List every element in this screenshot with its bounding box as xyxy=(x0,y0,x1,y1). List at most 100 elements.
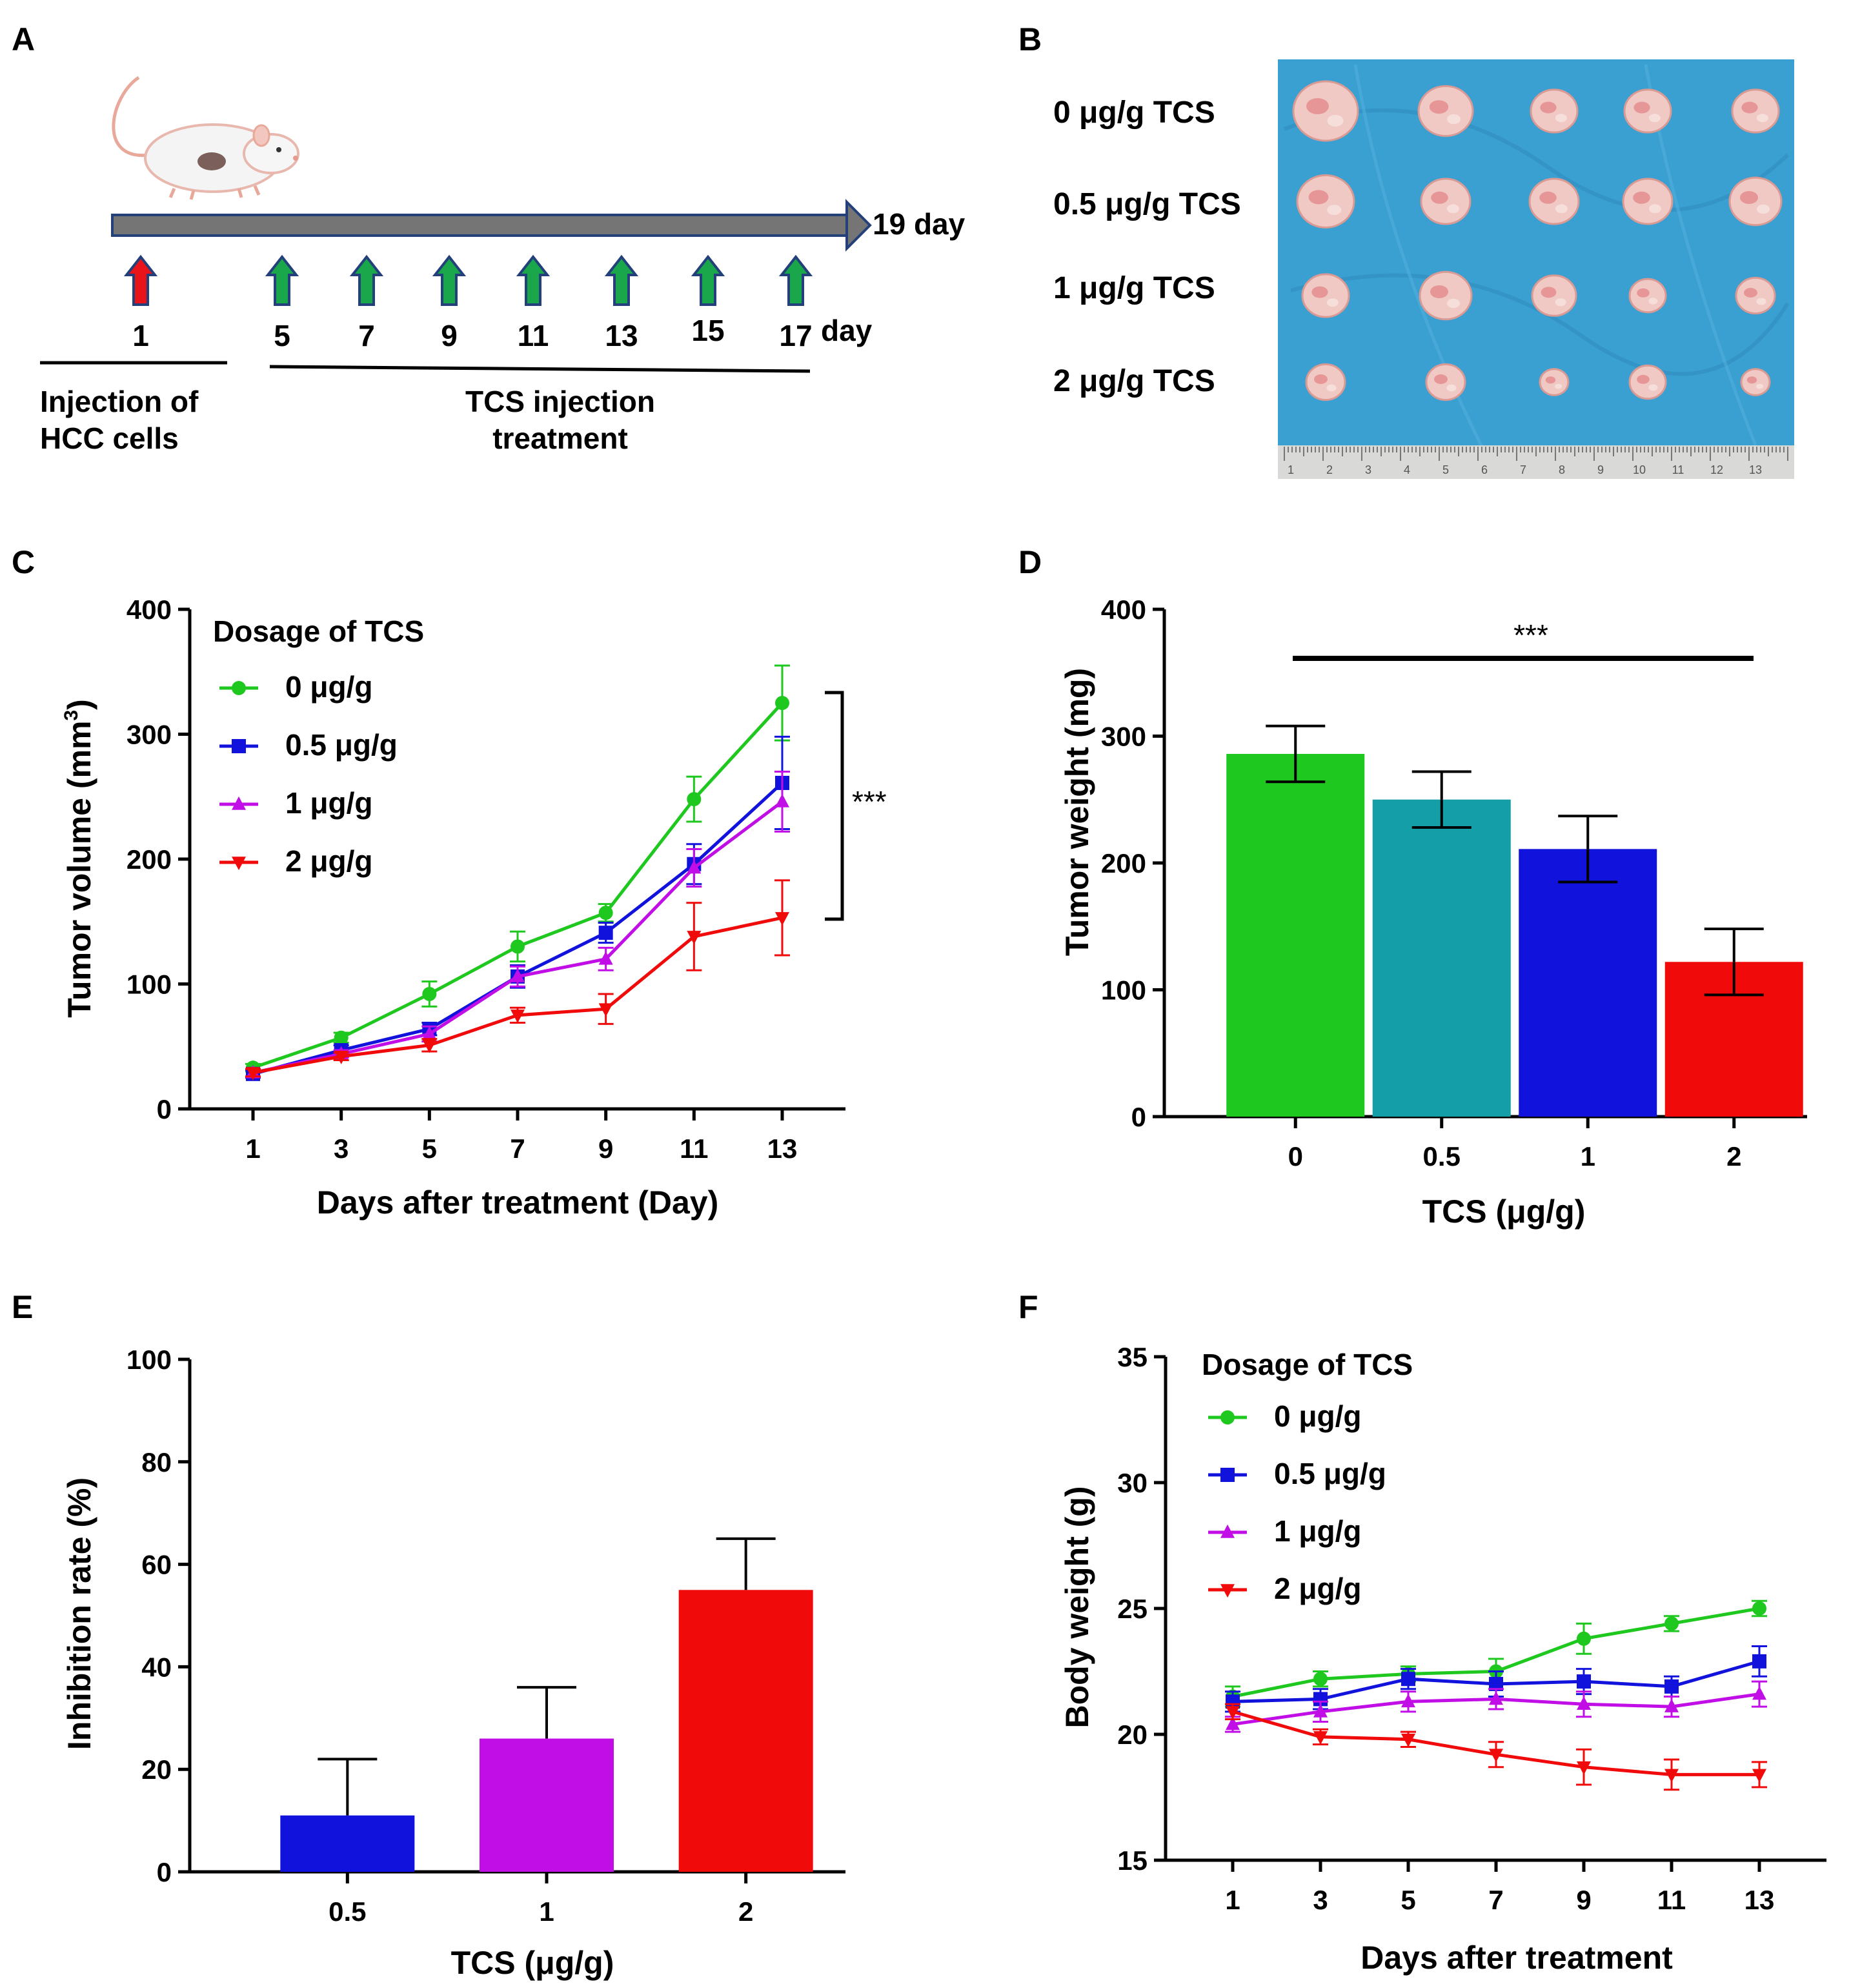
x-axis-title: Days after treatment (Day) xyxy=(317,1184,718,1221)
x-tick-label: 5 xyxy=(1401,1885,1415,1915)
day-label: 9 xyxy=(441,319,458,352)
x-tick-label: 0 xyxy=(1288,1141,1303,1172)
panel-letter-e: E xyxy=(12,1289,33,1325)
red-up-arrow-icon xyxy=(123,254,158,306)
legend-item: 2 μg/g xyxy=(219,844,372,878)
data-point xyxy=(1577,1631,1591,1646)
data-point xyxy=(687,860,702,874)
tumor-highlight xyxy=(1555,114,1567,123)
ruler-number: 4 xyxy=(1404,463,1410,476)
tumor-highlight xyxy=(1648,298,1658,305)
legend-item: 1 μg/g xyxy=(219,786,372,820)
legend-item: 1 μg/g xyxy=(1208,1514,1361,1548)
data-point xyxy=(687,792,702,807)
day-arrows: 1 5 7 9 11 13 15 17 xyxy=(123,254,813,352)
series-2 xyxy=(1225,1680,1767,1733)
y-tick-label: 0 xyxy=(157,1857,172,1887)
x-tick-label: 9 xyxy=(598,1133,613,1164)
legend-item: 0 μg/g xyxy=(219,670,372,704)
tumor-highlight xyxy=(1555,204,1568,214)
tumor-vessel xyxy=(1741,101,1758,114)
x-tick-label: 13 xyxy=(1745,1885,1775,1915)
tumor-vessel xyxy=(1539,191,1557,204)
ruler-number: 3 xyxy=(1365,463,1371,476)
tumor-vessel xyxy=(1430,285,1448,298)
data-point xyxy=(334,1050,349,1064)
ruler-number: 1 xyxy=(1288,463,1294,476)
legend-title: Dosage of TCS xyxy=(213,614,424,648)
ruler-number: 9 xyxy=(1597,463,1604,476)
data-point xyxy=(1226,1694,1240,1709)
y-tick-label: 30 xyxy=(1117,1468,1148,1498)
tumor-highlight xyxy=(1648,204,1661,214)
data-point xyxy=(1401,1734,1415,1747)
green-up-arrow-icon xyxy=(432,254,467,306)
photo-row-label: 0.5 μg/g TCS xyxy=(1053,187,1241,221)
legend-marker xyxy=(1220,1524,1235,1538)
y-tick-label: 80 xyxy=(141,1447,172,1477)
data-point xyxy=(1577,1696,1591,1710)
tumor-highlight xyxy=(1326,384,1337,392)
y-tick-label: 300 xyxy=(126,720,172,750)
timeline-end-label: 19 day xyxy=(873,207,966,241)
series-1 xyxy=(1225,1645,1767,1713)
bar xyxy=(480,1738,614,1872)
data-point xyxy=(598,951,613,965)
significance-stars: *** xyxy=(1513,618,1548,652)
tumor-vessel xyxy=(1637,288,1650,298)
y-axis-title: Body weight (g) xyxy=(1059,1486,1095,1729)
day-label: 5 xyxy=(274,319,290,352)
y-tick-label: 15 xyxy=(1117,1845,1148,1876)
tumor-highlight xyxy=(1648,384,1658,391)
mouse-icon xyxy=(112,76,299,200)
data-point xyxy=(1664,1679,1679,1694)
x-tick-label: 3 xyxy=(334,1133,349,1164)
data-point xyxy=(598,906,613,920)
tumor-highlight xyxy=(1756,114,1768,123)
significance-bracket xyxy=(825,691,844,921)
data-point xyxy=(422,986,437,1001)
day-label: 13 xyxy=(605,319,638,352)
green-up-arrow-icon xyxy=(349,254,384,306)
x-axis-title: Days after treatment xyxy=(1360,1940,1673,1976)
data-point xyxy=(1313,1692,1328,1707)
tumor-vessel xyxy=(1541,287,1557,298)
green-up-arrow-icon xyxy=(265,254,299,306)
ruler-number: 12 xyxy=(1710,463,1723,476)
tumor-highlight xyxy=(1756,383,1764,389)
y-tick-label: 40 xyxy=(141,1652,172,1682)
data-point xyxy=(422,1026,437,1040)
legend-label: 0 μg/g xyxy=(285,670,372,704)
x-tick-label: 1 xyxy=(1581,1141,1595,1172)
tumor-vessel xyxy=(1314,374,1328,384)
green-up-arrow-icon xyxy=(778,254,813,306)
x-tick-label: 1 xyxy=(1225,1885,1240,1915)
tumor-vessel xyxy=(1306,98,1329,114)
tumor-highlight xyxy=(1447,114,1461,125)
x-tick-label: 2 xyxy=(1726,1141,1741,1172)
tumor-vessel xyxy=(1540,101,1557,114)
y-axis-title-end: ) xyxy=(61,699,97,710)
y-tick-label: 20 xyxy=(1117,1719,1148,1750)
y-axis-title-main: Tumor volume (mm xyxy=(61,721,97,1018)
y-tick-label: 100 xyxy=(126,1344,172,1375)
tumor-vessel xyxy=(1740,191,1758,204)
panel-letter-d: D xyxy=(1018,544,1042,580)
data-point xyxy=(1313,1703,1328,1718)
panel-a-timeline: A 19 day 1 5 7 9 11 13 15 17 day Injection of H… xyxy=(12,21,966,455)
data-point xyxy=(511,1009,525,1023)
legend-label: 1 μg/g xyxy=(1274,1514,1361,1548)
y-tick-label: 0 xyxy=(1131,1102,1146,1132)
data-point xyxy=(1489,1677,1503,1691)
legend-marker xyxy=(232,857,246,871)
data-point xyxy=(1664,1616,1679,1631)
data-point xyxy=(1313,1672,1328,1687)
y-axis-title: Inhibition rate (%) xyxy=(61,1477,97,1750)
legend-label: 2 μg/g xyxy=(1274,1572,1361,1605)
data-point xyxy=(1752,1769,1766,1783)
y-axis-title: Tumor weight (mg) xyxy=(1059,668,1095,956)
bar xyxy=(1519,849,1657,1117)
ruler-number: 2 xyxy=(1326,463,1333,476)
